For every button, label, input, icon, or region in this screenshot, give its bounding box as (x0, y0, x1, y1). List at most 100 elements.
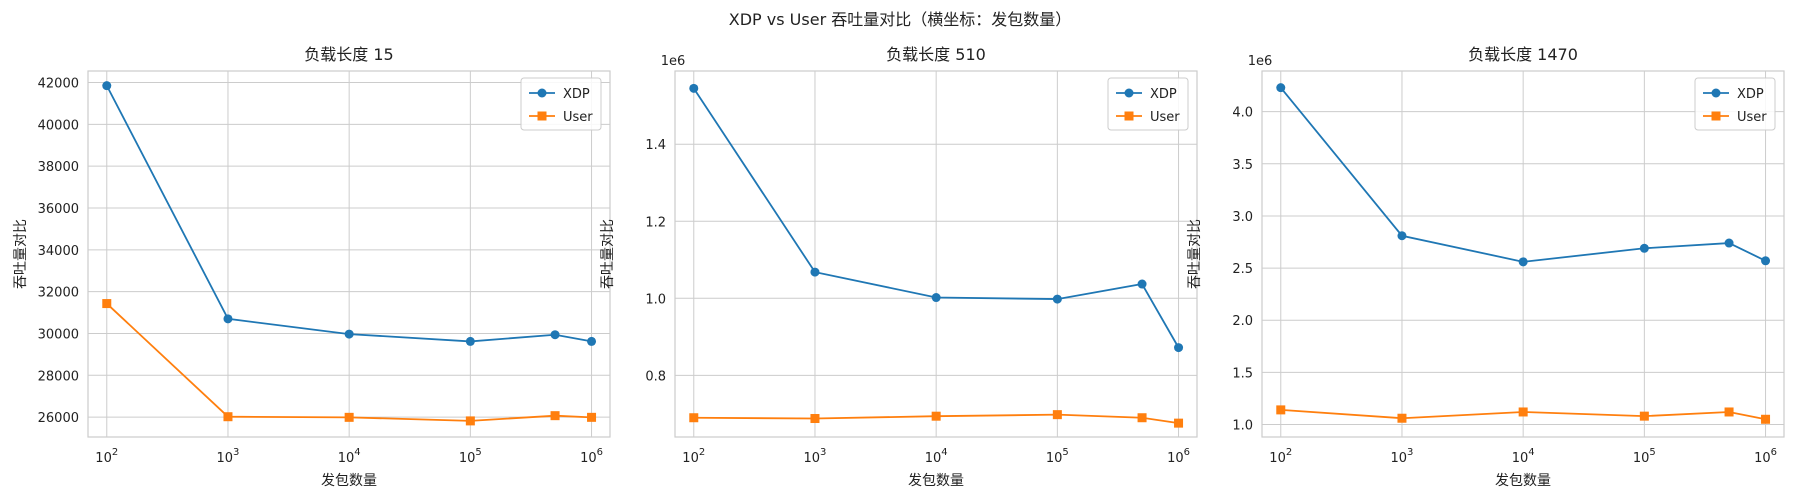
data-point-xdp (465, 336, 475, 346)
x-tick-base: 10 (804, 451, 821, 466)
x-axis-label: 发包数量 (1495, 473, 1551, 489)
y-tick-label: 3.5 (1232, 158, 1253, 173)
data-point-xdp (1518, 257, 1528, 267)
series-line-xdp (1280, 87, 1766, 263)
y-tick-label: 0.8 (645, 369, 666, 384)
x-tick-base: 10 (1633, 451, 1650, 466)
x-tick-exponent: 2 (112, 447, 118, 458)
x-tick-label: 102 (95, 447, 118, 466)
x-tick-label: 102 (1269, 447, 1292, 466)
y-tick-label: 1.0 (645, 292, 666, 307)
x-tick-exponent: 5 (1062, 447, 1068, 458)
x-tick-base: 10 (1512, 451, 1529, 466)
chart-legend: XDP User (1107, 77, 1189, 131)
y-tick-label: 1.0 (1232, 418, 1253, 433)
y-tick-label: 1.5 (1232, 366, 1253, 381)
chart-legend: XDP User (1694, 77, 1776, 131)
data-point-xdp (689, 83, 699, 93)
legend-label-user: User (1737, 110, 1767, 125)
data-point-user (465, 416, 475, 426)
x-tick-label: 105 (459, 447, 482, 466)
x-tick-base: 10 (95, 451, 112, 466)
y-tick-label: 32000 (38, 286, 79, 301)
y-tick-label: 4.0 (1232, 106, 1253, 121)
y-tick-label: 38000 (38, 160, 79, 175)
x-tick-base: 10 (217, 451, 234, 466)
x-tick-exponent: 3 (1407, 447, 1413, 458)
legend-marker-xdp (1124, 88, 1134, 98)
y-tick-label: 30000 (38, 327, 79, 342)
data-point-xdp (223, 314, 233, 324)
y-tick-label: 2.5 (1232, 262, 1253, 277)
x-tick-exponent: 4 (354, 447, 360, 458)
legend-label-xdp: XDP (1150, 87, 1177, 102)
data-point-user (689, 413, 699, 423)
x-tick-base: 10 (1391, 451, 1408, 466)
legend-marker-user (1124, 111, 1134, 121)
y-offset-label: 1e6 (1248, 54, 1273, 69)
x-tick-exponent: 2 (699, 447, 705, 458)
legend-marker-user (537, 111, 547, 121)
chart-panel-1: 102 103 104 105 1062600028000300003200034000… (13, 45, 611, 489)
data-point-user (1518, 407, 1528, 417)
y-tick-label: 2.0 (1232, 314, 1253, 329)
x-tick-label: 105 (1633, 447, 1656, 466)
x-tick-base: 10 (459, 451, 476, 466)
legend-label-user: User (1150, 110, 1180, 125)
data-point-xdp (1174, 343, 1184, 353)
x-tick-exponent: 5 (475, 447, 481, 458)
chart-title: 负载长度 15 (304, 45, 393, 64)
x-tick-label: 104 (1512, 447, 1535, 466)
data-point-user (1724, 407, 1734, 417)
data-point-xdp (931, 293, 941, 303)
data-point-xdp (810, 267, 820, 277)
x-tick-exponent: 6 (1771, 447, 1777, 458)
x-tick-label: 106 (1754, 447, 1777, 466)
x-tick-base: 10 (1754, 451, 1771, 466)
x-tick-label: 103 (1391, 447, 1414, 466)
y-offset-label: 1e6 (661, 54, 686, 69)
series-line-xdp (105, 85, 592, 343)
y-tick-label: 34000 (38, 244, 79, 259)
x-tick-label: 102 (682, 447, 705, 466)
x-tick-label: 106 (580, 447, 603, 466)
x-tick-exponent: 3 (233, 447, 239, 458)
data-point-xdp (1276, 83, 1286, 93)
y-tick-label: 1.4 (645, 138, 666, 153)
x-tick-label: 103 (217, 447, 240, 466)
x-tick-base: 10 (1167, 451, 1184, 466)
data-point-xdp (1761, 256, 1771, 266)
figure-title: XDP vs User 吞吐量对比（横坐标：发包数量） (728, 10, 1072, 29)
plot-frame (1261, 70, 1785, 438)
data-point-xdp (1137, 279, 1147, 289)
y-tick-label: 42000 (38, 77, 79, 92)
series-line-user (1280, 408, 1766, 421)
plot-frame (674, 70, 1198, 438)
x-tick-base: 10 (925, 451, 942, 466)
series-line-xdp (693, 87, 1180, 349)
data-point-user (1397, 413, 1407, 423)
legend-marker-user (1711, 111, 1721, 121)
data-point-xdp (1724, 238, 1734, 248)
data-point-user (223, 412, 233, 422)
y-tick-label: 36000 (38, 202, 79, 217)
y-axis-label: 吞吐量对比 (600, 219, 616, 289)
chart-legend: XDP User (520, 77, 602, 131)
x-tick-exponent: 2 (1286, 447, 1292, 458)
y-axis-label: 吞吐量对比 (13, 219, 29, 289)
x-tick-label: 104 (925, 447, 948, 466)
chart-title: 负载长度 1470 (1468, 45, 1578, 64)
x-tick-base: 10 (338, 451, 355, 466)
data-point-xdp (550, 330, 560, 340)
x-tick-exponent: 6 (1184, 447, 1190, 458)
x-tick-exponent: 6 (597, 447, 603, 458)
data-point-user (550, 411, 560, 421)
chart-title: 负载长度 510 (886, 45, 986, 64)
legend-marker-xdp (537, 88, 547, 98)
series-line-user (106, 302, 592, 422)
data-point-user (344, 412, 354, 422)
plot-frame (87, 70, 611, 438)
y-tick-label: 26000 (38, 411, 79, 426)
